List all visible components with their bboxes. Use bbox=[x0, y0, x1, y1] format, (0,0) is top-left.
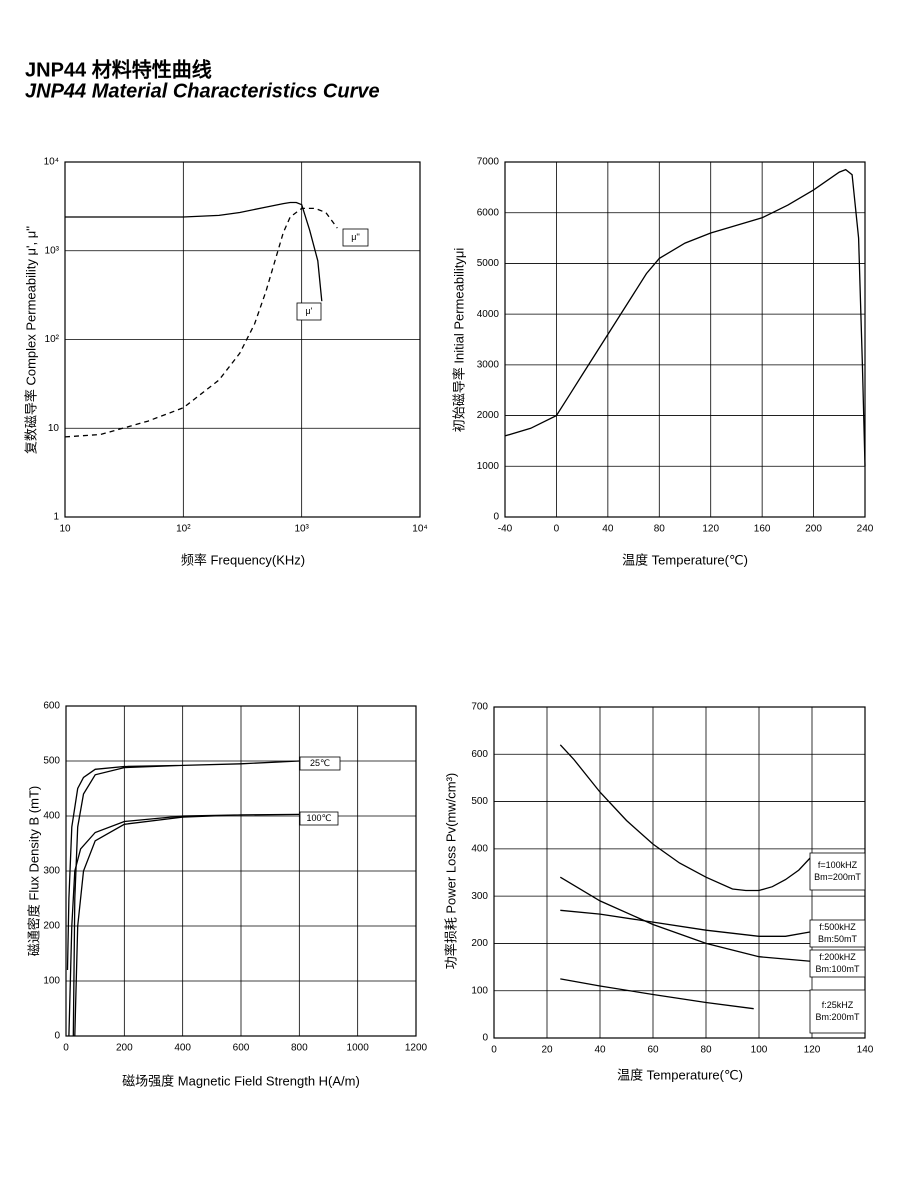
legend-label: μ'' bbox=[351, 232, 360, 242]
legend-label: Bm=200mT bbox=[814, 872, 861, 882]
x-tick-label: 600 bbox=[233, 1043, 250, 1054]
y-tick-label: 700 bbox=[471, 702, 488, 713]
series-line bbox=[68, 813, 300, 1037]
x-tick-label: 0 bbox=[491, 1045, 497, 1056]
x-tick-label: 200 bbox=[805, 524, 822, 535]
x-axis-label: 磁场强度 Magnetic Field Strength H(A/m) bbox=[122, 1073, 360, 1088]
y-tick-label: 500 bbox=[43, 756, 60, 767]
x-tick-label: 1000 bbox=[347, 1043, 370, 1054]
y-axis-label: 磁通密度 Flux Density B (mT) bbox=[26, 786, 41, 956]
legend-box bbox=[809, 989, 866, 1034]
y-axis-label: 复数磁导率 Complex Permeability μ', μ'' bbox=[23, 226, 38, 454]
plot-frame bbox=[65, 705, 417, 1037]
legend-label: f:200kHZ bbox=[819, 952, 856, 962]
y-tick-label: 4000 bbox=[477, 309, 500, 320]
x-tick-label: 120 bbox=[702, 524, 719, 535]
x-tick-label: 80 bbox=[654, 524, 666, 535]
x-tick-label: 120 bbox=[804, 1045, 821, 1056]
series-line bbox=[66, 760, 300, 1037]
y-tick-label: 10³ bbox=[45, 245, 60, 256]
y-axis-label: 功率损耗 Power Loss Pv(mw/cm³) bbox=[443, 773, 458, 969]
legend-label: Bm:200mT bbox=[815, 1012, 860, 1022]
legend-label: 25℃ bbox=[310, 758, 330, 768]
y-tick-label: 100 bbox=[471, 985, 488, 996]
legend-box bbox=[809, 949, 866, 978]
y-tick-label: 7000 bbox=[477, 157, 500, 168]
legend-box bbox=[809, 852, 866, 891]
y-tick-label: 10⁴ bbox=[44, 157, 59, 168]
series-line bbox=[560, 978, 754, 1010]
plot-frame bbox=[504, 161, 866, 518]
y-tick-label: 3000 bbox=[477, 359, 500, 370]
series-line bbox=[64, 207, 338, 438]
y-axis-label: 初始磁导率 Initial Permeabilityμi bbox=[451, 248, 466, 433]
y-tick-label: 600 bbox=[471, 749, 488, 760]
series-line bbox=[560, 909, 813, 937]
y-tick-label: 600 bbox=[43, 701, 60, 712]
series-line bbox=[65, 201, 323, 302]
legend-box bbox=[342, 228, 369, 247]
y-tick-label: 300 bbox=[471, 891, 488, 902]
legend-box bbox=[299, 756, 341, 771]
y-tick-label: 500 bbox=[471, 796, 488, 807]
x-tick-label: 100 bbox=[751, 1045, 768, 1056]
legend-box bbox=[809, 919, 866, 948]
y-tick-label: 400 bbox=[43, 811, 60, 822]
title-en: JNP44 Material Characteristics Curve bbox=[25, 80, 380, 102]
x-axis-label: 温度 Temperature(℃) bbox=[617, 1067, 743, 1082]
series-line bbox=[559, 876, 813, 963]
x-axis-label: 温度 Temperature(℃) bbox=[622, 552, 748, 567]
x-tick-label: 240 bbox=[857, 524, 874, 535]
y-tick-label: 2000 bbox=[477, 410, 500, 421]
legend-label: f:25kHZ bbox=[822, 1000, 854, 1010]
x-tick-label: 60 bbox=[647, 1045, 659, 1056]
y-tick-label: 200 bbox=[43, 921, 60, 932]
x-tick-label: 10² bbox=[176, 524, 191, 535]
legend-box bbox=[299, 811, 339, 826]
y-tick-label: 0 bbox=[493, 512, 499, 523]
y-tick-label: 1 bbox=[53, 512, 59, 523]
y-tick-label: 0 bbox=[482, 1033, 488, 1044]
x-tick-label: 10 bbox=[59, 524, 71, 535]
y-tick-label: 6000 bbox=[477, 207, 500, 218]
y-tick-label: 100 bbox=[43, 976, 60, 987]
x-tick-label: 10³ bbox=[294, 524, 309, 535]
y-tick-label: 300 bbox=[43, 866, 60, 877]
y-tick-label: 0 bbox=[54, 1031, 60, 1042]
x-tick-label: 800 bbox=[291, 1043, 308, 1054]
y-tick-label: 10 bbox=[48, 423, 60, 434]
legend-label: 100℃ bbox=[306, 813, 331, 823]
x-axis-label: 频率 Frequency(KHz) bbox=[181, 552, 305, 567]
x-tick-label: 40 bbox=[602, 524, 614, 535]
x-tick-label: 40 bbox=[594, 1045, 606, 1056]
title-cn: JNP44 材料特性曲线 bbox=[25, 57, 212, 81]
plot-frame bbox=[64, 161, 421, 518]
x-tick-label: 200 bbox=[116, 1043, 133, 1054]
series-line bbox=[504, 168, 866, 467]
y-tick-label: 5000 bbox=[477, 258, 500, 269]
y-tick-label: 400 bbox=[471, 843, 488, 854]
x-tick-label: 10⁴ bbox=[412, 524, 427, 535]
legend-box bbox=[296, 302, 322, 321]
legend-label: μ' bbox=[306, 306, 313, 316]
x-tick-label: 0 bbox=[554, 524, 560, 535]
legend-label: f:500kHZ bbox=[819, 922, 856, 932]
x-tick-label: 140 bbox=[857, 1045, 874, 1056]
x-tick-label: 20 bbox=[541, 1045, 553, 1056]
y-tick-label: 10² bbox=[45, 334, 60, 345]
y-tick-label: 200 bbox=[471, 938, 488, 949]
legend-label: Bm:50mT bbox=[818, 934, 858, 944]
x-tick-label: -40 bbox=[498, 524, 513, 535]
y-tick-label: 1000 bbox=[477, 461, 500, 472]
x-tick-label: 160 bbox=[754, 524, 771, 535]
x-tick-label: 400 bbox=[174, 1043, 191, 1054]
x-tick-label: 1200 bbox=[405, 1043, 428, 1054]
legend-label: f=100kHZ bbox=[818, 860, 858, 870]
legend-label: Bm:100mT bbox=[815, 964, 860, 974]
series-line bbox=[559, 744, 813, 892]
x-tick-label: 80 bbox=[700, 1045, 712, 1056]
x-tick-label: 0 bbox=[63, 1043, 69, 1054]
